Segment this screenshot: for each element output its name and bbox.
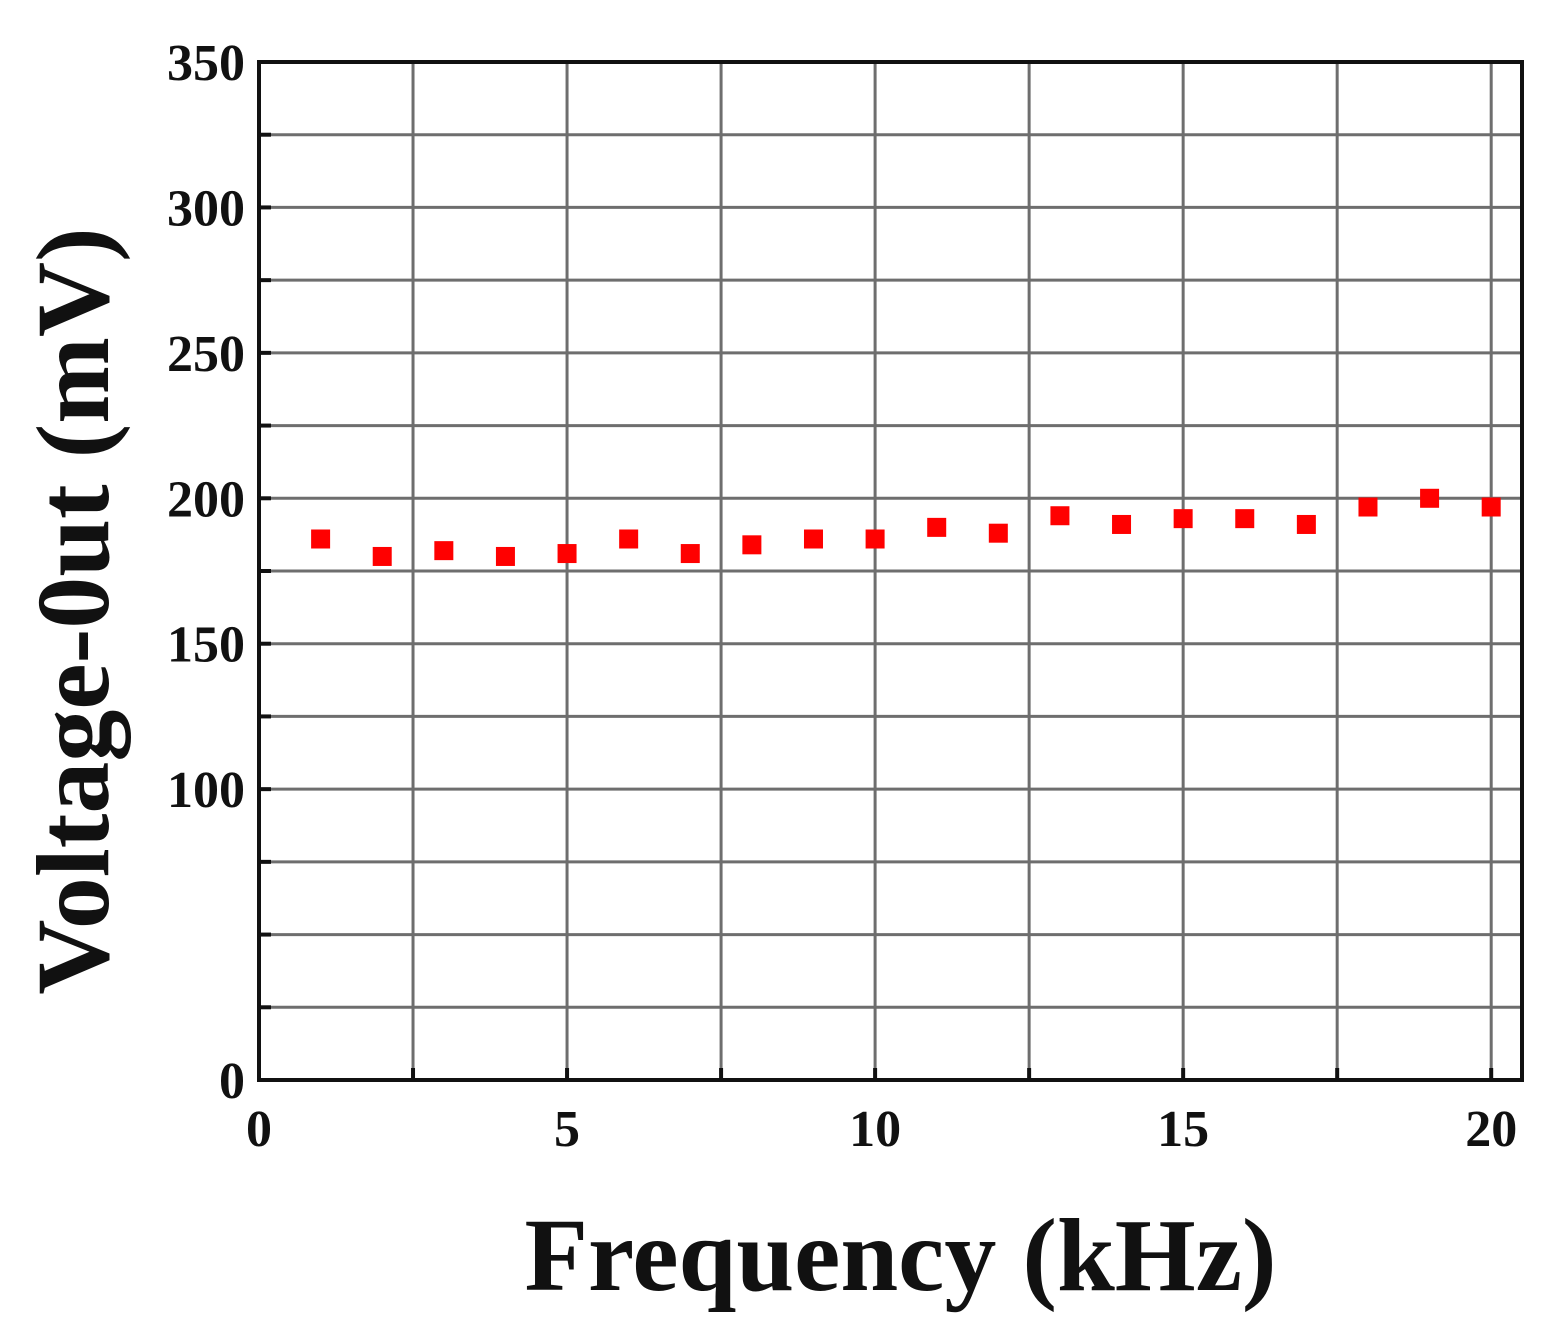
data-point bbox=[311, 529, 331, 549]
data-point bbox=[619, 529, 639, 549]
grid bbox=[257, 60, 1522, 1082]
data-point bbox=[1235, 509, 1255, 529]
data-point bbox=[434, 541, 454, 561]
data-point bbox=[680, 544, 700, 564]
data-point bbox=[1296, 514, 1316, 534]
x-tick-label: 20 bbox=[1465, 1101, 1517, 1158]
data-point bbox=[1358, 497, 1378, 517]
y-axis-label: Voltage-0ut (mV) bbox=[16, 227, 131, 994]
data-point bbox=[495, 546, 515, 566]
x-tick-label: 15 bbox=[1157, 1101, 1209, 1158]
y-tick-label: 300 bbox=[167, 180, 245, 237]
data-point bbox=[1481, 497, 1501, 517]
y-tick-label: 100 bbox=[167, 762, 245, 819]
x-axis-label: Frequency (kHz) bbox=[525, 1198, 1277, 1313]
x-tick-label: 5 bbox=[554, 1101, 580, 1158]
data-point bbox=[1112, 514, 1132, 534]
data-point bbox=[372, 546, 392, 566]
y-tick-label: 200 bbox=[167, 471, 245, 528]
data-point bbox=[1420, 488, 1440, 508]
y-tick-label: 350 bbox=[167, 35, 245, 92]
y-tick-label: 250 bbox=[167, 326, 245, 383]
data-point bbox=[557, 544, 577, 564]
data-point bbox=[865, 529, 885, 549]
y-tick-label: 0 bbox=[219, 1053, 245, 1110]
axis-ticks bbox=[257, 60, 1494, 1082]
y-tick-label: 150 bbox=[167, 617, 245, 674]
data-point bbox=[988, 523, 1008, 543]
x-tick-label: 0 bbox=[246, 1101, 272, 1158]
data-point bbox=[803, 529, 823, 549]
data-points bbox=[311, 488, 1501, 566]
data-point bbox=[1050, 506, 1070, 526]
data-point bbox=[1173, 509, 1193, 529]
data-point bbox=[742, 535, 762, 555]
x-tick-label: 10 bbox=[849, 1101, 901, 1158]
data-point bbox=[927, 517, 947, 537]
